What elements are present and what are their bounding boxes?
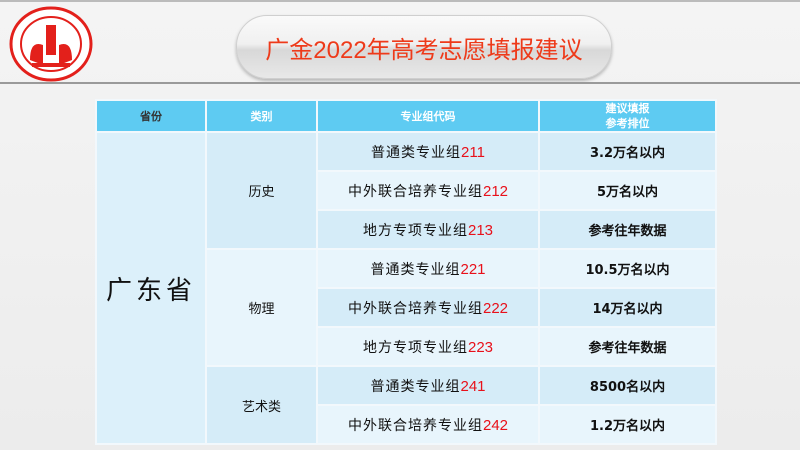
group-name: 地方专项专业组: [362, 339, 468, 356]
rank-cell: 8500名以内: [538, 365, 717, 406]
group-code: 223: [467, 338, 494, 356]
group-name: 中外联合培养专业组: [347, 300, 483, 317]
header-divider: [0, 82, 800, 84]
group-cell: 地方专项专业组213: [316, 209, 540, 250]
group-code: 222: [482, 299, 509, 317]
group-code: 211: [461, 143, 485, 161]
table-row: 广东省 历史 普通类专业组211 3.2万名以内: [95, 131, 717, 445]
category-cell: 物理: [205, 248, 318, 367]
group-code: 213: [467, 221, 494, 239]
group-name: 中外联合培养专业组: [347, 417, 483, 434]
group-cell: 中外联合培养专业组212: [316, 170, 540, 211]
university-logo: [9, 6, 93, 82]
top-border: [0, 0, 800, 2]
rank-cell: 10.5万名以内: [538, 248, 717, 289]
header-group-code: 专业组代码: [316, 99, 540, 133]
group-name: 普通类专业组: [370, 261, 461, 278]
category-cell: 艺术类: [205, 365, 318, 445]
rank-cell: 5万名以内: [538, 170, 717, 211]
group-code: 241: [460, 377, 486, 395]
rank-cell: 14万名以内: [538, 287, 717, 328]
rank-cell: 参考往年数据: [538, 326, 717, 367]
group-name: 普通类专业组: [371, 144, 462, 161]
group-name: 地方专项专业组: [362, 222, 468, 239]
page-title: 广金2022年高考志愿填报建议: [265, 36, 583, 64]
group-code: 221: [460, 260, 486, 278]
rank-cell: 参考往年数据: [538, 209, 717, 250]
group-code: 212: [482, 182, 509, 200]
group-cell: 普通类专业组241: [316, 365, 540, 406]
header-rank: 建议填报 参考排位: [538, 99, 717, 133]
group-cell: 中外联合培养专业组222: [316, 287, 540, 328]
header-province: 省份: [95, 99, 207, 133]
group-cell: 普通类专业组211: [316, 131, 540, 172]
header-category: 类别: [205, 99, 318, 133]
group-cell: 中外联合培养专业组242: [316, 404, 540, 445]
group-name: 中外联合培养专业组: [347, 183, 483, 200]
category-cell: 历史: [205, 131, 318, 250]
group-cell: 地方专项专业组223: [316, 326, 540, 367]
group-name: 普通类专业组: [370, 378, 461, 395]
rank-cell: 3.2万名以内: [538, 131, 717, 172]
group-code: 242: [482, 416, 509, 434]
table-header: 省份 类别 专业组代码 建议填报 参考排位: [95, 99, 717, 133]
title-banner: 广金2022年高考志愿填报建议: [236, 15, 612, 79]
group-cell: 普通类专业组221: [316, 248, 540, 289]
admission-table: 省份 类别 专业组代码 建议填报 参考排位 广东省 历史 普通类专业组211 3.2万…: [95, 99, 717, 445]
rank-cell: 1.2万名以内: [538, 404, 717, 445]
province-cell: 广东省: [95, 131, 207, 445]
